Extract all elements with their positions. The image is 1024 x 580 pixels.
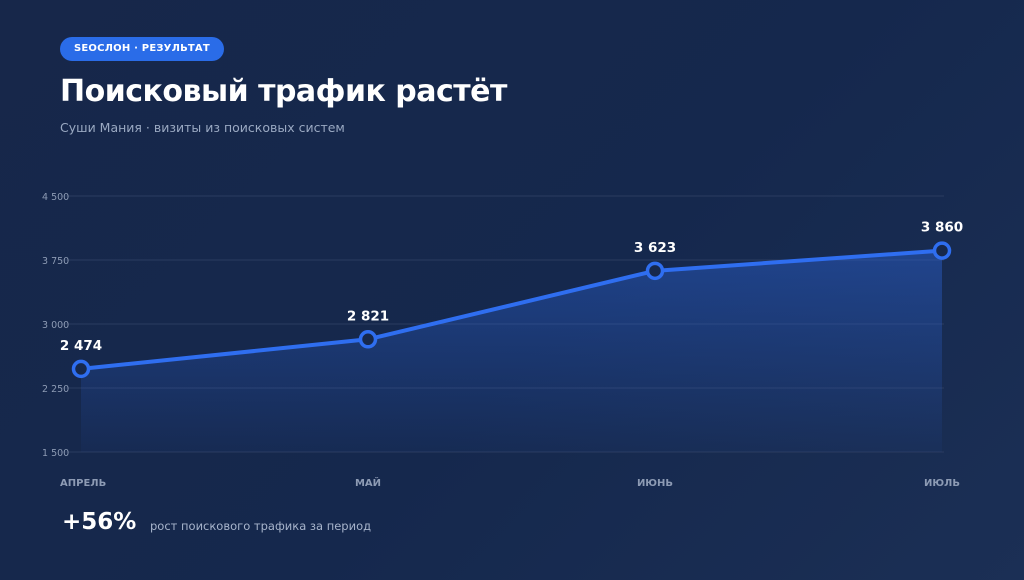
growth-caption: рост поискового трафика за период bbox=[150, 519, 372, 533]
data-point bbox=[932, 241, 952, 260]
data-label: 3 860 bbox=[921, 220, 963, 236]
x-tick-label: МАЙ bbox=[355, 476, 381, 489]
y-tick-label: 1 500 bbox=[42, 448, 69, 459]
data-label: 3 623 bbox=[634, 240, 676, 256]
page-subtitle: Суши Мания · визиты из поисковых систем bbox=[60, 120, 345, 135]
series-line bbox=[79, 248, 944, 371]
growth-value: +56% bbox=[62, 509, 137, 535]
series-area bbox=[81, 250, 942, 452]
x-tick-label: ИЮЛЬ bbox=[924, 478, 960, 489]
brand-badge: SEOCЛОН · РЕЗУЛЬТАТ bbox=[60, 37, 224, 61]
x-tick-label: ИЮНЬ bbox=[637, 478, 673, 489]
data-point bbox=[645, 261, 665, 281]
y-tick-label: 3 000 bbox=[42, 320, 69, 331]
y-tick-label: 2 250 bbox=[42, 384, 69, 395]
y-tick-label: 4 500 bbox=[42, 192, 69, 203]
y-tick-label: 3 750 bbox=[42, 256, 69, 267]
data-point bbox=[71, 359, 91, 379]
page-title: Поисковый трафик растёт bbox=[60, 74, 507, 109]
data-label: 2 821 bbox=[347, 308, 389, 324]
data-point bbox=[358, 330, 378, 349]
x-tick-label: АПРЕЛЬ bbox=[60, 478, 106, 489]
data-label: 2 474 bbox=[60, 338, 102, 354]
